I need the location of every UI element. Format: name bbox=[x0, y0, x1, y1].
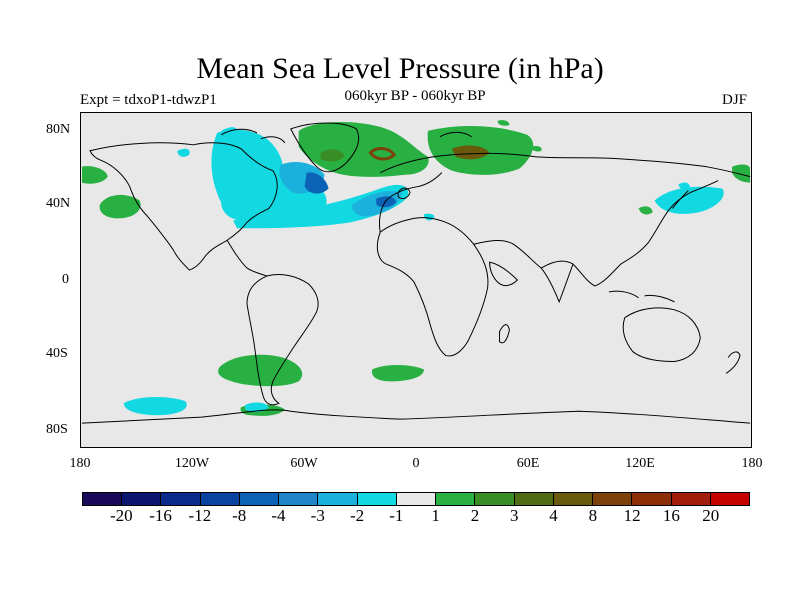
lat-tick-80s: 80S bbox=[46, 422, 68, 437]
field-far-east-small bbox=[638, 206, 653, 215]
coast-new-zealand bbox=[725, 351, 741, 374]
colorbar-label: -12 bbox=[188, 506, 212, 525]
field-west-pacific-north bbox=[82, 166, 108, 184]
colorbar-label: -4 bbox=[271, 506, 286, 525]
coast-arctic-islands bbox=[220, 128, 472, 144]
colorbar-swatch-14 bbox=[632, 493, 672, 505]
lon-tick-180w: 180 bbox=[69, 456, 91, 471]
coast-north-america bbox=[89, 142, 278, 271]
colorbar-label: -16 bbox=[149, 506, 172, 525]
coast-arabia bbox=[489, 261, 519, 287]
lat-tick-80n: 80N bbox=[46, 122, 71, 137]
field-arctic-ring-brown bbox=[368, 147, 397, 161]
plot-title: Mean Sea Level Pressure (in hPa) bbox=[196, 52, 604, 85]
coast-indonesia bbox=[608, 290, 675, 303]
coast-greenland bbox=[290, 122, 360, 173]
lon-tick-180e: 180 bbox=[741, 456, 763, 471]
colorbar-label: -20 bbox=[109, 506, 133, 525]
colorbar-swatch-0 bbox=[83, 493, 123, 505]
colorbar-swatch-1 bbox=[122, 493, 162, 505]
colorbar-label: -2 bbox=[349, 506, 365, 525]
colorbar-label: 12 bbox=[623, 506, 641, 525]
colorbar-swatch-10 bbox=[475, 493, 515, 505]
coast-central-america bbox=[226, 239, 268, 277]
field-siberia-brown-2 bbox=[320, 149, 345, 162]
colorbar-swatch-6 bbox=[318, 493, 358, 505]
colorbar-swatch-7 bbox=[357, 493, 397, 505]
lon-tick-60w: 60W bbox=[290, 456, 318, 471]
field-labrador-dark bbox=[304, 172, 329, 194]
field-small-2 bbox=[531, 146, 542, 152]
coast-europe-west bbox=[378, 172, 443, 233]
coast-south-america bbox=[246, 273, 319, 406]
field-atlantic-cyan-east bbox=[233, 184, 409, 229]
positive-anomaly-fields bbox=[82, 120, 750, 416]
field-arctic-cyan-small bbox=[177, 148, 190, 157]
colorbar-swatch-16 bbox=[710, 493, 749, 505]
coastlines bbox=[81, 122, 751, 424]
season-label: DJF bbox=[722, 92, 748, 108]
colorbar-label: 3 bbox=[509, 506, 519, 525]
lon-tick-0: 0 bbox=[412, 456, 420, 471]
colorbar-swatch-8 bbox=[396, 493, 437, 505]
lon-tick-60e: 60E bbox=[516, 456, 540, 471]
field-atlantic-dark-east bbox=[376, 196, 397, 208]
field-south-pacific-large bbox=[218, 354, 303, 387]
world-map bbox=[80, 112, 752, 448]
period-subtitle: 060kyr BP - 060kyr BP bbox=[344, 88, 486, 104]
coast-madagascar bbox=[499, 324, 510, 344]
colorbar-swatch-5 bbox=[279, 493, 319, 505]
field-east-edge bbox=[732, 164, 750, 183]
colorbar-swatch-2 bbox=[161, 493, 201, 505]
colorbar-swatch-3 bbox=[200, 493, 240, 505]
colorbar-label: 16 bbox=[662, 506, 680, 525]
colorbar-swatch-4 bbox=[239, 493, 280, 505]
colorbar-label: 2 bbox=[470, 506, 480, 525]
colorbar-swatch-13 bbox=[593, 493, 633, 505]
colorbar-swatch-12 bbox=[553, 493, 594, 505]
colorbar-swatch-11 bbox=[514, 493, 554, 505]
lat-tick-0: 0 bbox=[62, 272, 69, 287]
field-kamchatka-cyan bbox=[678, 182, 691, 191]
lon-tick-120w: 120W bbox=[174, 456, 210, 471]
colorbar-swatch-9 bbox=[436, 493, 476, 505]
lat-tick-40n: 40N bbox=[46, 196, 71, 211]
colorbar-label: 8 bbox=[588, 506, 598, 525]
field-south-atlantic bbox=[371, 364, 424, 382]
colorbar-label: 1 bbox=[431, 506, 440, 525]
field-siberia-brown bbox=[451, 145, 490, 160]
colorbar bbox=[82, 492, 750, 506]
lon-tick-120e: 120E bbox=[625, 456, 655, 471]
coast-europe-africa bbox=[376, 217, 489, 357]
experiment-label: Expt = tdxoP1-tdwzP1 bbox=[80, 92, 217, 108]
colorbar-label: 4 bbox=[549, 506, 558, 525]
coast-australia bbox=[622, 307, 701, 363]
colorbar-label: -3 bbox=[310, 506, 325, 525]
coast-eurasia-north bbox=[379, 152, 751, 178]
field-drake-cyan bbox=[245, 402, 269, 412]
colorbar-label: -8 bbox=[232, 506, 247, 525]
lat-tick-40s: 40S bbox=[46, 346, 68, 361]
coast-uk bbox=[397, 187, 411, 200]
field-north-pacific bbox=[99, 194, 141, 219]
colorbar-swatch-15 bbox=[671, 493, 711, 505]
field-south-pacific-cyan bbox=[123, 397, 187, 416]
field-iceland-cyan bbox=[221, 127, 238, 137]
negative-anomaly-fields bbox=[123, 127, 724, 416]
coast-japan bbox=[672, 190, 689, 209]
field-small-1 bbox=[497, 120, 510, 126]
colorbar-label: -1 bbox=[389, 506, 404, 525]
field-japan-cyan bbox=[654, 186, 724, 214]
coast-asia-south bbox=[473, 180, 719, 287]
coast-antarctica bbox=[81, 409, 751, 424]
coast-india bbox=[540, 263, 574, 304]
field-mediterranean-cyan bbox=[423, 213, 435, 221]
colorbar-label: 20 bbox=[702, 506, 720, 525]
